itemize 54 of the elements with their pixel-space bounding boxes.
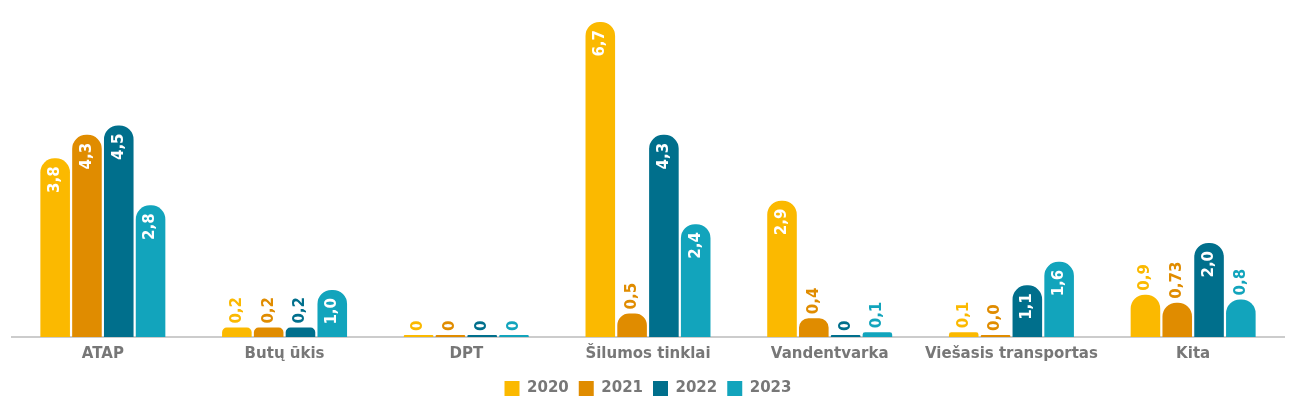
data-label: 0,1: [867, 301, 886, 329]
data-label: 0,2: [226, 297, 245, 324]
data-label: 2,9: [771, 208, 790, 236]
data-label: 0,0: [985, 304, 1004, 331]
data-label: 2,4: [685, 232, 704, 259]
data-label: 0: [472, 320, 491, 331]
data-label: 3,8: [45, 166, 64, 193]
data-label: 0,5: [621, 282, 640, 310]
data-label: 0,4: [803, 287, 822, 315]
data-label: 0,9: [1135, 264, 1154, 291]
data-label: 0: [503, 320, 522, 331]
data-label: 6,7: [590, 30, 609, 57]
legend-label: 2023: [749, 378, 792, 397]
bar: [767, 200, 797, 337]
legend-label: 2022: [675, 378, 718, 397]
x-tick-label: Šilumos tinklai: [585, 342, 711, 362]
bar: [135, 205, 166, 337]
legend-label: 2021: [601, 378, 643, 397]
data-label: 1,0: [322, 297, 341, 325]
data-label: 1,1: [1017, 293, 1036, 320]
x-tick-label: Kita: [1176, 343, 1211, 362]
data-label: 2,8: [140, 213, 159, 240]
bar: [222, 327, 252, 337]
data-label: 0: [408, 320, 427, 331]
x-tick-label: Viešasis transportas: [924, 343, 1098, 362]
bar: [285, 327, 316, 337]
data-label: 0,2: [258, 297, 277, 324]
data-label: 0,73: [1167, 261, 1186, 299]
bar: [585, 22, 616, 337]
bar: [680, 224, 711, 337]
bar: [1044, 261, 1074, 337]
bar: [40, 158, 70, 337]
x-tick-label: ATAP: [81, 343, 124, 362]
bar: [862, 332, 893, 337]
data-label: 0,2: [290, 297, 309, 324]
bar: [253, 327, 284, 337]
bar: [72, 134, 102, 337]
data-label: 0: [440, 320, 459, 331]
x-tick-label: Butų ūkis: [244, 343, 325, 362]
x-tick-label: DPT: [449, 343, 484, 362]
bar: [103, 125, 134, 337]
data-label: 4,3: [653, 142, 672, 170]
data-label: 2,0: [1198, 250, 1217, 278]
data-label: 4,3: [76, 142, 95, 170]
bar: [649, 134, 679, 337]
legend-label: 2020: [527, 378, 569, 397]
bar: [948, 332, 979, 337]
bar: [1194, 242, 1224, 337]
data-label: 0: [835, 320, 854, 331]
x-tick-label: Vandentvarka: [770, 343, 889, 362]
data-label: 0,1: [953, 301, 972, 329]
data-label: 4,5: [108, 133, 127, 161]
data-label: 0,8: [1230, 268, 1249, 296]
data-label: 1,6: [1049, 269, 1068, 297]
